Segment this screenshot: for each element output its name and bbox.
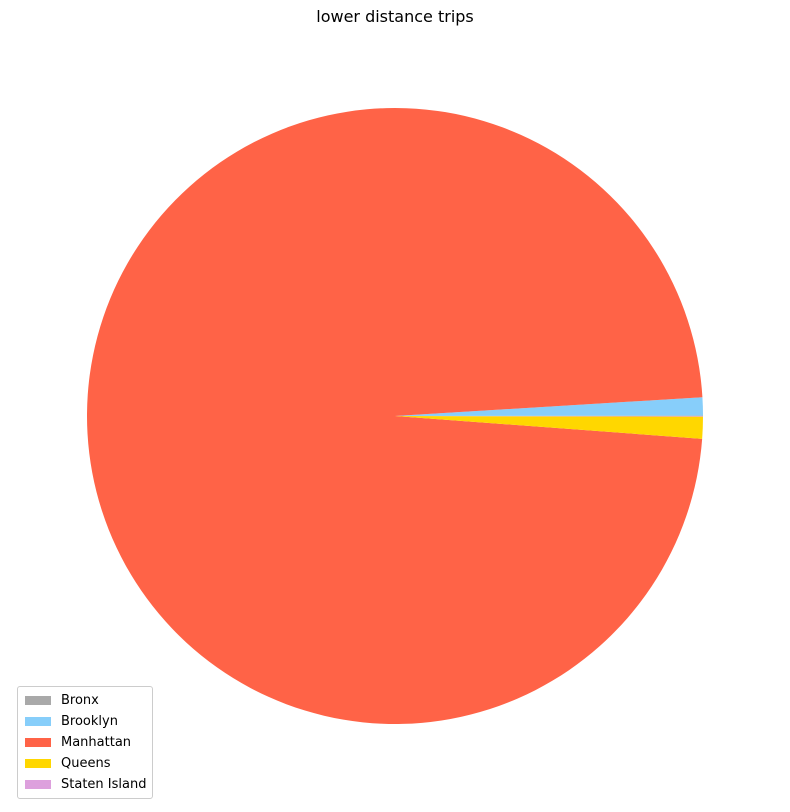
legend: Bronx Brooklyn Manhattan Queens Staten Islan… <box>17 686 154 799</box>
legend-item: Queens <box>25 753 146 774</box>
legend-label: Staten Island <box>61 777 147 792</box>
legend-item: Staten Island <box>25 774 146 795</box>
legend-label: Queens <box>61 756 111 771</box>
pie-slice-staten-island <box>395 416 703 417</box>
legend-label: Bronx <box>61 693 99 708</box>
legend-swatch <box>25 717 51 726</box>
chart-title: lower distance trips <box>316 7 474 26</box>
pie-slice-brooklyn <box>395 397 703 416</box>
pie-slice-queens <box>395 416 703 439</box>
legend-swatch <box>25 696 51 705</box>
legend-swatch <box>25 759 51 768</box>
legend-item: Manhattan <box>25 732 146 753</box>
legend-swatch <box>25 738 51 747</box>
legend-label: Manhattan <box>61 735 132 750</box>
pie-slice-manhattan <box>87 108 703 725</box>
legend-label: Brooklyn <box>61 714 118 729</box>
legend-item: Bronx <box>25 690 146 711</box>
legend-swatch <box>25 780 51 789</box>
legend-item: Brooklyn <box>25 711 146 732</box>
